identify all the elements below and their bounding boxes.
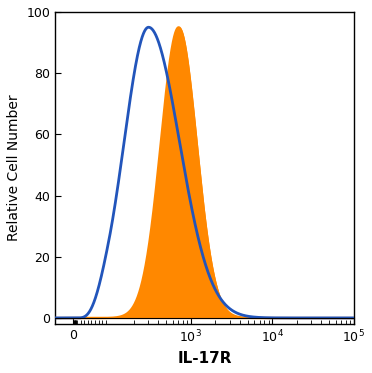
X-axis label: IL-17R: IL-17R — [177, 351, 232, 366]
Y-axis label: Relative Cell Number: Relative Cell Number — [7, 95, 21, 241]
